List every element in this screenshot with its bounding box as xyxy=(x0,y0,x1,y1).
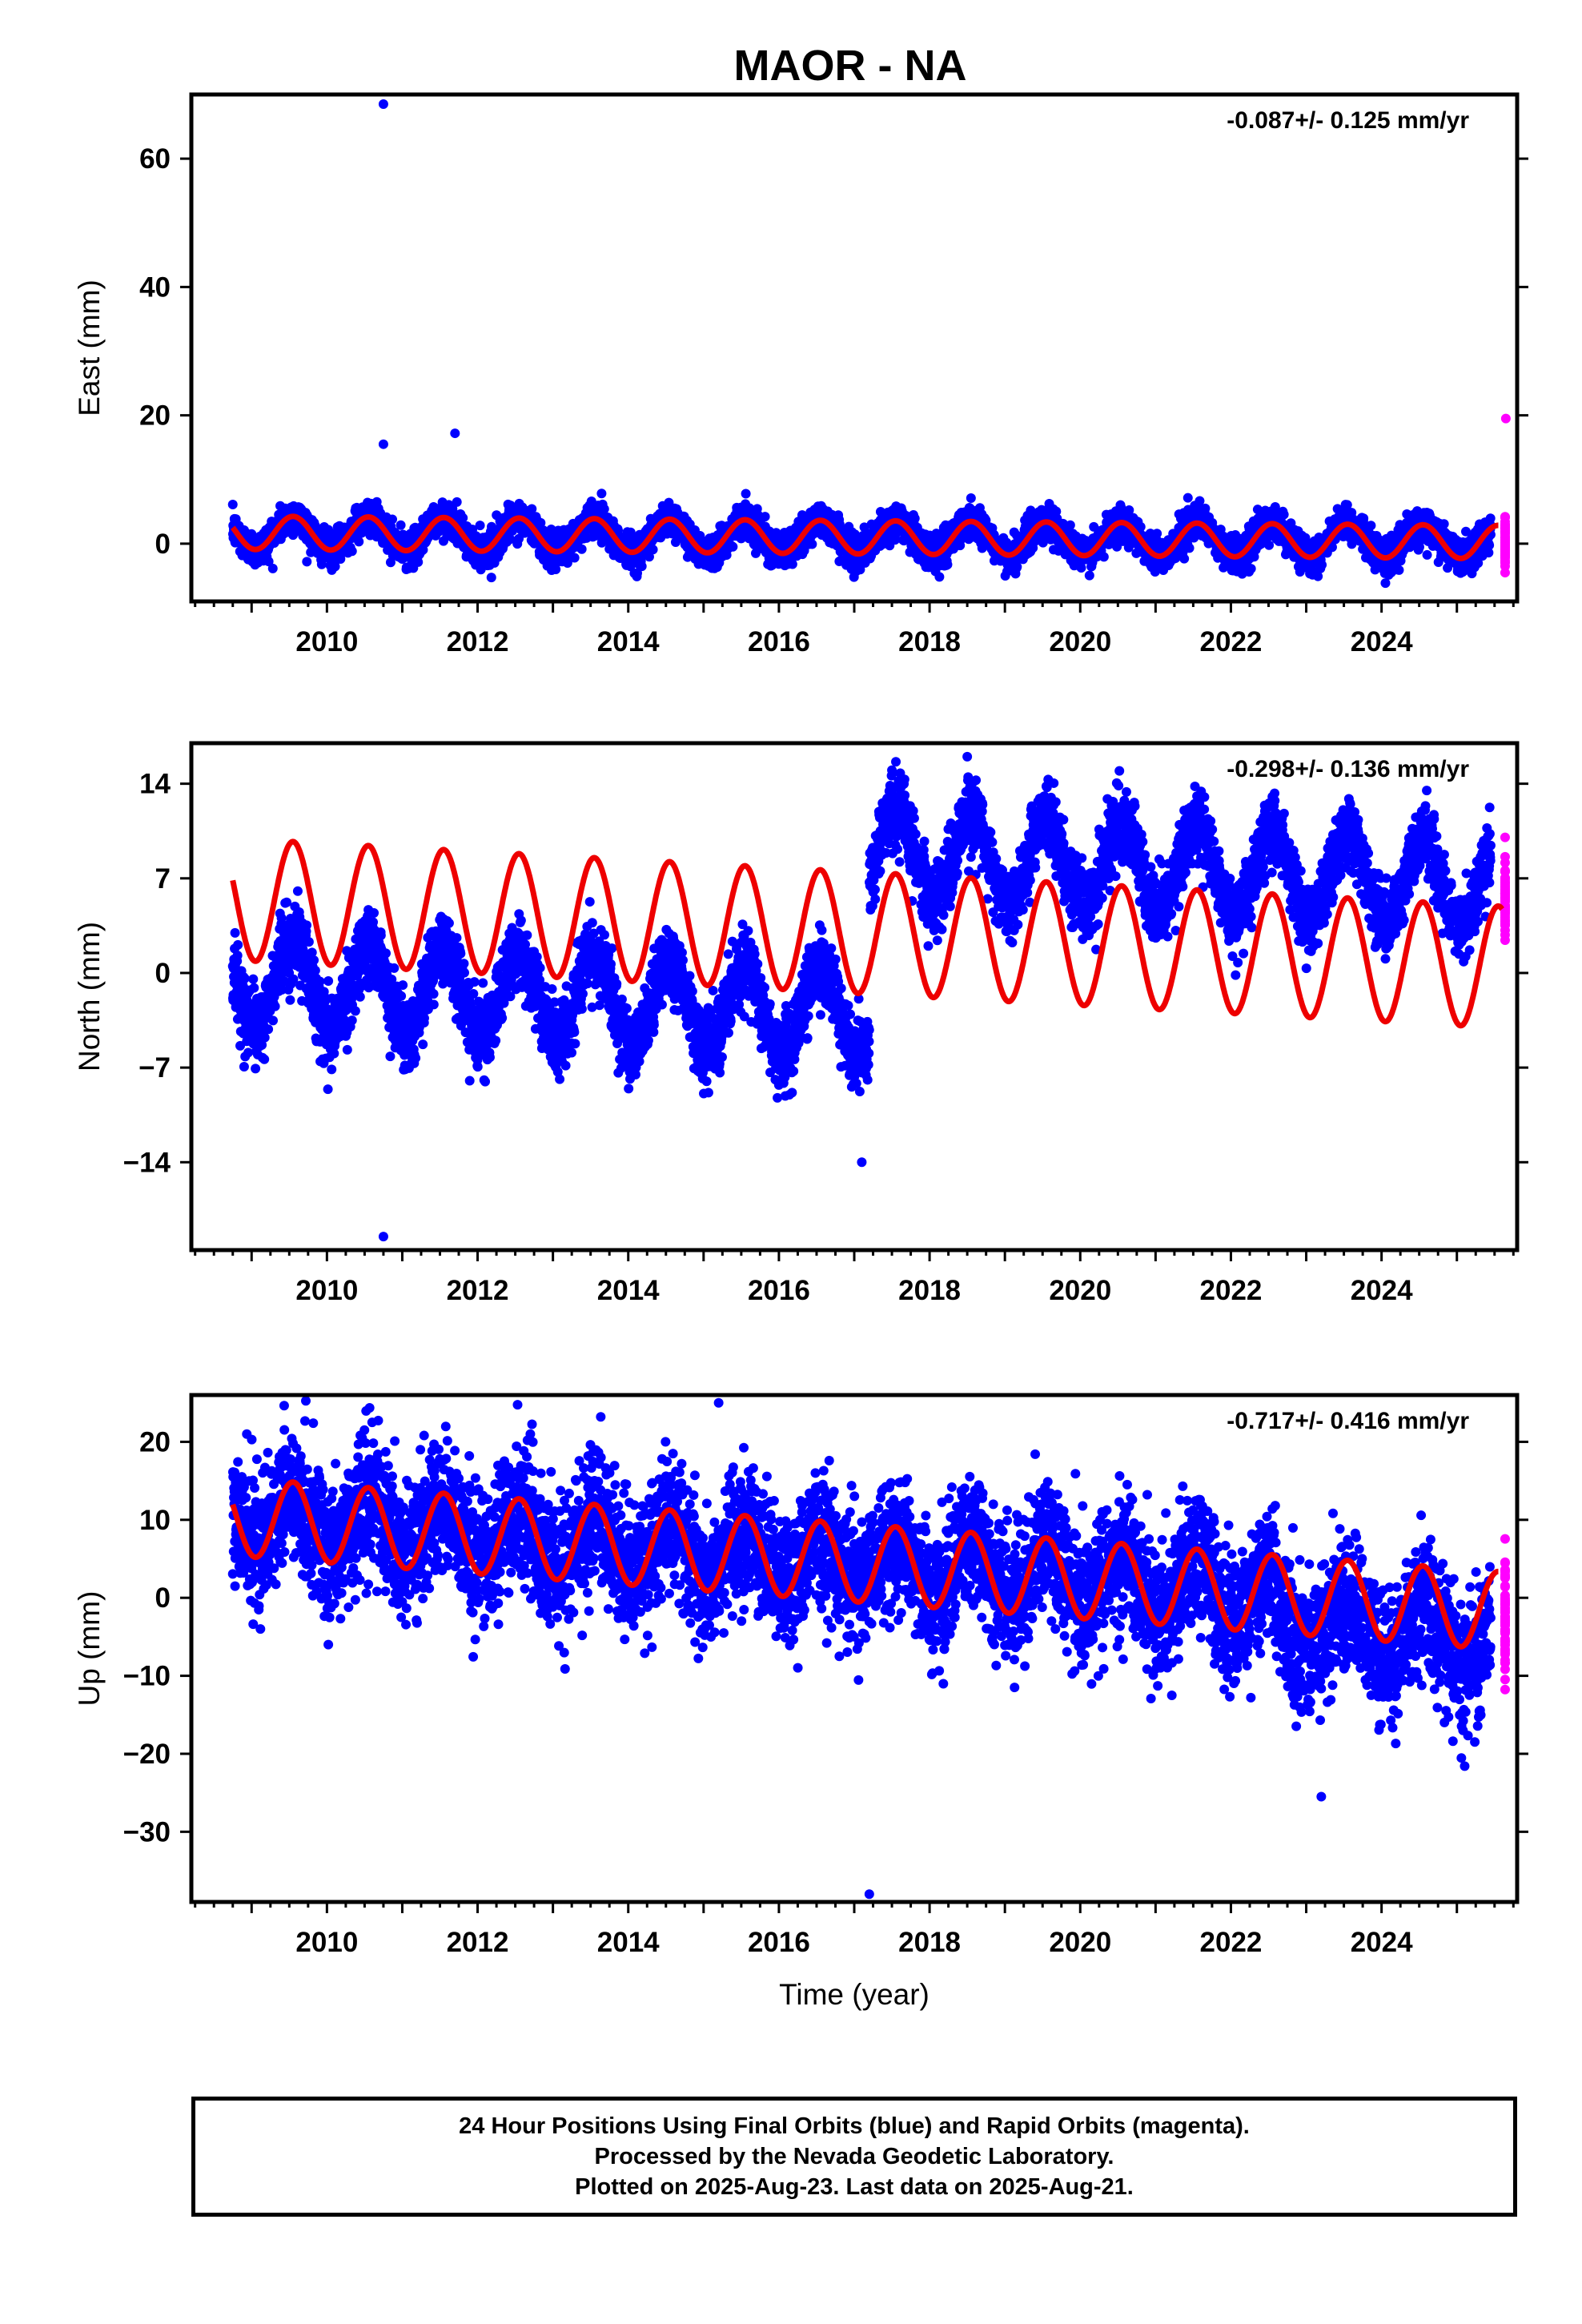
data-point xyxy=(636,561,647,572)
data-point xyxy=(741,489,751,499)
data-point xyxy=(1135,521,1146,532)
data-point xyxy=(1182,493,1193,503)
data-point xyxy=(569,553,580,563)
data-point xyxy=(452,497,462,507)
data-point xyxy=(413,557,424,567)
data-point xyxy=(267,563,278,573)
data-point xyxy=(1184,543,1195,553)
chart-title: MAOR - NA xyxy=(734,42,967,90)
data-point xyxy=(728,541,738,552)
data-point xyxy=(760,512,770,522)
data-point xyxy=(1084,570,1094,581)
data-point xyxy=(1152,529,1162,539)
data-point xyxy=(354,537,364,547)
data-point xyxy=(527,504,537,514)
data-point xyxy=(1179,553,1190,564)
data-point xyxy=(807,539,817,549)
data-point xyxy=(227,500,238,510)
data-point xyxy=(505,534,516,545)
data-point xyxy=(1098,552,1109,562)
data-point xyxy=(475,521,485,531)
east-panel: 2010 2012 2014 2016 2018 2020 2022 20240204060E… xyxy=(73,92,1528,657)
data-point xyxy=(486,573,496,583)
data-point xyxy=(1246,564,1256,574)
data-point xyxy=(1200,503,1211,513)
data-point xyxy=(576,544,587,554)
data-point xyxy=(347,546,357,557)
data-point xyxy=(562,557,572,568)
data-point xyxy=(934,572,945,582)
data-point xyxy=(263,557,274,567)
data-point xyxy=(596,489,607,499)
data-point xyxy=(599,504,609,514)
data-point xyxy=(909,513,920,524)
data-point xyxy=(632,568,643,578)
plot-area xyxy=(227,99,1511,589)
data-point xyxy=(508,525,518,536)
data-point xyxy=(551,564,561,574)
data-point xyxy=(330,561,340,572)
data-point xyxy=(1065,520,1075,530)
data-point xyxy=(387,514,398,525)
data-point xyxy=(396,520,406,530)
data-point xyxy=(966,493,976,503)
data-point xyxy=(648,545,658,555)
data-point xyxy=(942,560,953,570)
data-point xyxy=(536,517,546,528)
final-orbit-points xyxy=(227,489,1496,589)
data-point xyxy=(458,513,468,523)
data-point xyxy=(302,557,312,567)
